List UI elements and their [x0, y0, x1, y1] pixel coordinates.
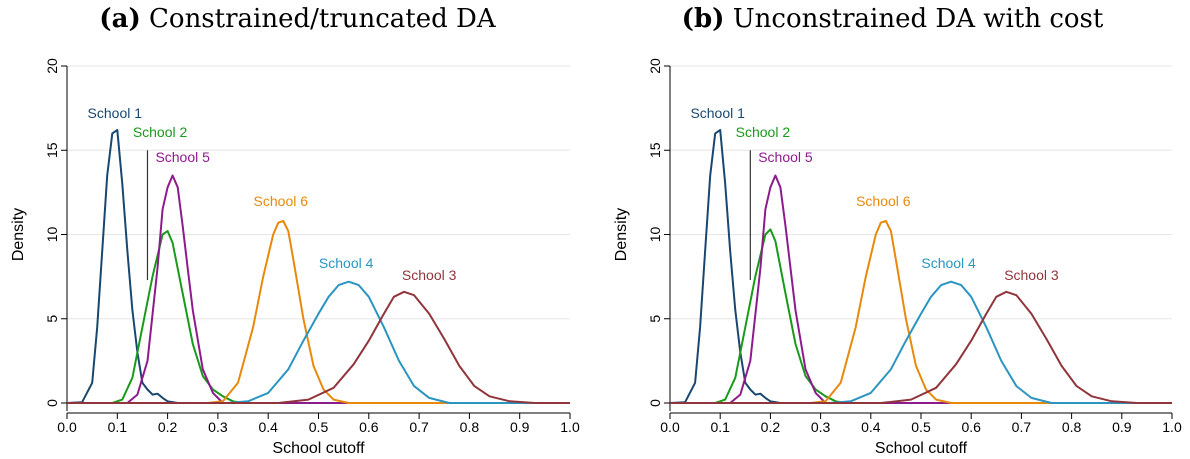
series-label-school-5: School 5: [155, 149, 210, 165]
x-tick-label: 0.9: [1112, 419, 1132, 435]
x-tick-label: 0.5: [309, 419, 329, 435]
x-tick-label: 0.7: [409, 419, 429, 435]
x-tick-label: 0.8: [460, 419, 480, 435]
series-label-school-1: School 1: [690, 105, 745, 121]
x-tick-label: 1.0: [560, 419, 580, 435]
series-line-school-5: [67, 174, 570, 404]
y-tick-label: 10: [44, 227, 60, 243]
series-line-school-6: [67, 220, 570, 404]
x-tick-label: 0.7: [1012, 419, 1032, 435]
x-tick-label: 0.2: [158, 419, 178, 435]
series-line-school-3: [670, 290, 1172, 404]
series-line-school-4: [670, 280, 1172, 404]
panel-b-title: (b) Unconstrained DA with cost: [595, 4, 1190, 34]
y-tick-label: 20: [44, 58, 60, 74]
x-axis-title: School cutoff: [272, 440, 365, 457]
x-tick-label: 0.5: [911, 419, 931, 435]
series-line-school-1: [66, 129, 570, 404]
series-label-school-2: School 2: [133, 124, 188, 140]
series-label-school-2: School 2: [736, 124, 791, 140]
y-tick-label: 5: [44, 315, 60, 323]
panel-a-letter: (a): [99, 4, 141, 34]
x-axis-title: School cutoff: [875, 440, 968, 457]
x-tick-label: 0.8: [1062, 419, 1082, 435]
panel-a-title: (a) Constrained/truncated DA: [0, 4, 595, 34]
series-line-school-6: [670, 220, 1172, 404]
x-tick-label: 0.2: [761, 419, 781, 435]
series-label-school-6: School 6: [856, 193, 911, 209]
y-tick-label: 0: [44, 399, 60, 407]
panel-b-title-text: Unconstrained DA with cost: [732, 4, 1104, 34]
y-tick-label: 0: [647, 399, 663, 407]
x-tick-label: 0.4: [861, 419, 881, 435]
y-axis-title: Density: [10, 208, 27, 261]
panel-a-plot: 0 5 10 15 20 0.0 0.1 0.2 0.3 0.4 0.5 0.6 0.7 0.8 0.9 1.…: [10, 58, 580, 457]
series-line-school-4: [67, 280, 570, 404]
series-label-school-1: School 1: [88, 105, 143, 121]
series-label-school-3: School 3: [402, 267, 457, 283]
x-tick-label: 0.6: [359, 419, 379, 435]
y-tick-label: 20: [647, 58, 663, 74]
y-tick-label: 5: [647, 315, 663, 323]
series-label-school-4: School 4: [921, 255, 976, 271]
y-tick-label: 10: [647, 227, 663, 243]
series-label-school-3: School 3: [1004, 267, 1059, 283]
series-label-school-4: School 4: [319, 255, 374, 271]
series-line-school-3: [67, 290, 570, 404]
x-tick-label: 0.1: [710, 419, 730, 435]
x-tick-label: 0.1: [108, 419, 128, 435]
x-tick-label: 0.9: [510, 419, 530, 435]
y-tick-label: 15: [647, 142, 663, 158]
y-tick-label: 15: [44, 142, 60, 158]
series-line-school-5: [670, 174, 1172, 404]
x-tick-label: 0.0: [660, 419, 680, 435]
series-label-school-6: School 6: [254, 193, 309, 209]
panel-b-plot: 0 5 10 15 20 0.0 0.1 0.2 0.3 0.4 0.5 0.6 0.7 0.8 0.9 1.…: [613, 58, 1182, 457]
x-tick-label: 1.0: [1162, 419, 1182, 435]
y-axis-title: Density: [613, 208, 630, 261]
x-tick-label: 0.4: [258, 419, 278, 435]
x-tick-label: 0.3: [811, 419, 831, 435]
series-label-school-5: School 5: [758, 149, 813, 165]
series-line-school-1: [669, 129, 1172, 404]
x-tick-label: 0.6: [961, 419, 981, 435]
x-tick-label: 0.0: [57, 419, 77, 435]
panel-b-letter: (b): [681, 4, 725, 34]
panel-a-title-text: Constrained/truncated DA: [149, 4, 496, 34]
x-tick-label: 0.3: [208, 419, 228, 435]
